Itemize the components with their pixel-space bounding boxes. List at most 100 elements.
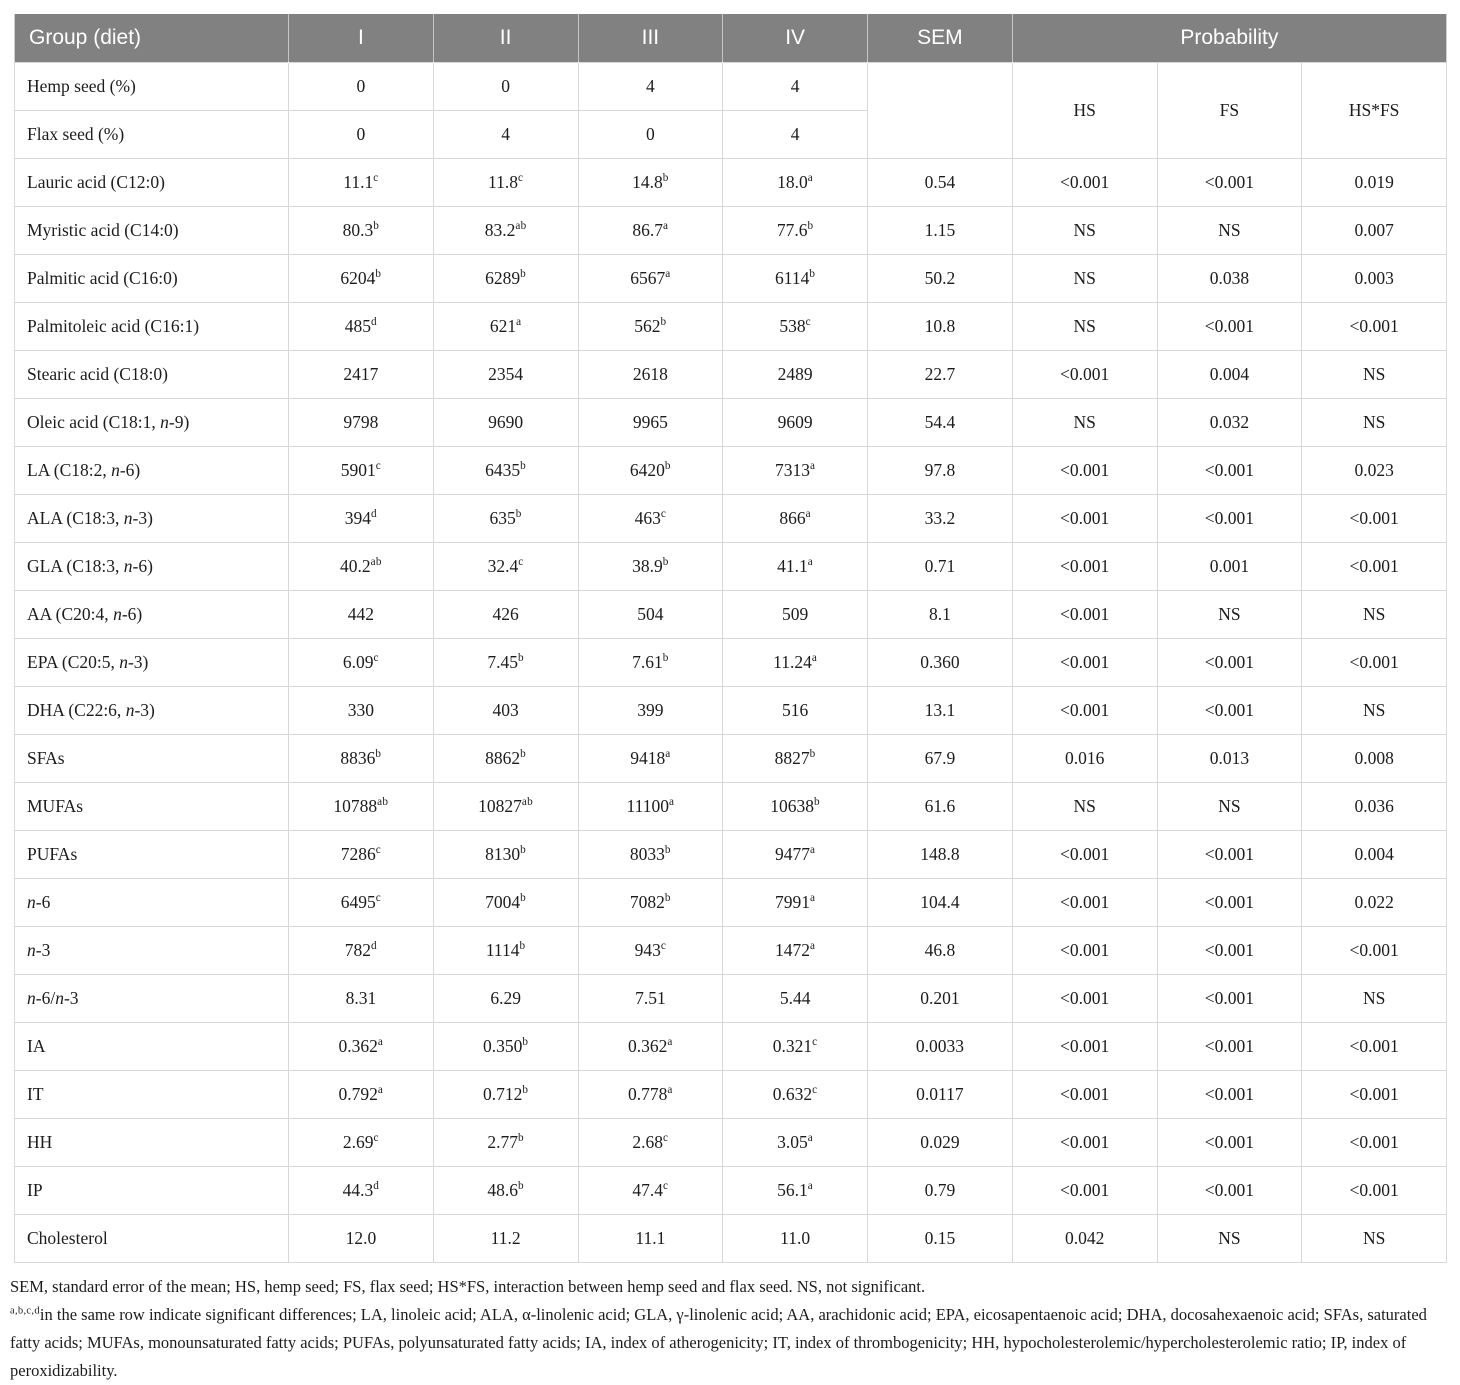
table-row: IT 0.792a 0.712b 0.778a 0.632c 0.0117 <0.001 <0… <box>14 1069 1447 1119</box>
cell-probability: <0.001 <box>1156 493 1303 543</box>
cell-value: 0.712b <box>432 1069 579 1119</box>
cell-value: 44.3d <box>288 1165 434 1215</box>
cell-value: 330 <box>288 685 434 735</box>
header-group-iv: IV <box>722 14 868 62</box>
cell-value: 11.1 <box>577 1213 724 1263</box>
table-row: MUFAs 10788ab 10827ab 11100a 10638b 61.6 NS NS 0… <box>14 781 1447 831</box>
cell-probability: NS <box>1301 397 1447 447</box>
cell-value: 7286c <box>288 829 434 879</box>
header-sem: SEM <box>867 14 1013 62</box>
cell-value: 0.350b <box>432 1021 579 1071</box>
row-label: ALA (C18:3, n-3) <box>14 493 289 543</box>
cell-value: 9690 <box>432 397 579 447</box>
cell-sem: 0.201 <box>867 973 1013 1023</box>
table-row: EPA (C20:5, n-3) 6.09c 7.45b 7.61b 11.24a 0.3… <box>14 637 1447 687</box>
table-row: ALA (C18:3, n-3) 394d 635b 463c 866a 33.2 <0.0… <box>14 493 1447 543</box>
cell-sem: 61.6 <box>867 781 1013 831</box>
cell-probability: <0.001 <box>1301 1021 1447 1071</box>
cell-sem: 50.2 <box>867 253 1013 303</box>
cell-value: 8836b <box>288 733 434 783</box>
cell-value: 9418a <box>577 733 724 783</box>
row-label: DHA (C22:6, n-3) <box>14 685 289 735</box>
cell-value: 7.61b <box>577 637 724 687</box>
table-row: Palmitoleic acid (C16:1) 485d 621a 562b 538c… <box>14 301 1447 351</box>
cell-probability: <0.001 <box>1011 973 1158 1023</box>
cell-sem: 0.71 <box>867 541 1013 591</box>
table-head: Group (diet) I II III IV SEM Probability <box>14 14 1447 62</box>
cell-value: 8.31 <box>288 973 434 1023</box>
cell-diet-value: 4 <box>432 109 579 159</box>
row-label: Myristic acid (C14:0) <box>14 205 289 255</box>
row-label: EPA (C20:5, n-3) <box>14 637 289 687</box>
cell-value: 442 <box>288 589 434 639</box>
cell-value: 80.3b <box>288 205 434 255</box>
cell-probability: <0.001 <box>1156 685 1303 735</box>
cell-value: 621a <box>432 301 579 351</box>
cell-probability: <0.001 <box>1011 829 1158 879</box>
cell-value: 2618 <box>577 349 724 399</box>
cell-value: 11.1c <box>288 157 434 207</box>
cell-probability: NS <box>1011 781 1158 831</box>
cell-value: 8130b <box>432 829 579 879</box>
table-row: n-6/n-3 8.31 6.29 7.51 5.44 0.201 <0.001 <0.001… <box>14 973 1447 1023</box>
subheader-fs: FS <box>1156 61 1303 159</box>
cell-value: 463c <box>577 493 724 543</box>
cell-probability: <0.001 <box>1156 1021 1303 1071</box>
row-label: IP <box>14 1165 289 1215</box>
cell-diet-value: 0 <box>288 109 434 159</box>
cell-probability: <0.001 <box>1011 1069 1158 1119</box>
cell-value: 7.51 <box>577 973 724 1023</box>
table-row: HH 2.69c 2.77b 2.68c 3.05a 0.029 <0.001 <0.001 <… <box>14 1117 1447 1167</box>
cell-value: 48.6b <box>432 1165 579 1215</box>
cell-sem: 33.2 <box>867 493 1013 543</box>
cell-probability: 0.016 <box>1011 733 1158 783</box>
cell-value: 9477a <box>722 829 868 879</box>
cell-probability: <0.001 <box>1301 925 1447 975</box>
table-body: Hemp seed (%) 0 0 4 4 HS FS HS*FS Flax seed (%) 0… <box>14 61 1447 1263</box>
cell-sem: 0.360 <box>867 637 1013 687</box>
table-row: PUFAs 7286c 8130b 8033b 9477a 148.8 <0.001 <0.0… <box>14 829 1447 879</box>
cell-value: 538c <box>722 301 868 351</box>
cell-value: 5.44 <box>722 973 868 1023</box>
cell-value: 6420b <box>577 445 724 495</box>
cell-value: 562b <box>577 301 724 351</box>
footnote-significance-text: in the same row indicate significant dif… <box>10 1304 1427 1380</box>
cell-probability: <0.001 <box>1011 493 1158 543</box>
cell-diet-value: 4 <box>722 109 868 159</box>
cell-sem: 22.7 <box>867 349 1013 399</box>
cell-value: 5901c <box>288 445 434 495</box>
cell-probability: NS <box>1011 301 1158 351</box>
cell-value: 7313a <box>722 445 868 495</box>
subheader-hs: HS <box>1011 61 1158 159</box>
cell-diet-value: 0 <box>288 61 434 111</box>
cell-probability: <0.001 <box>1011 637 1158 687</box>
cell-diet-value: 0 <box>432 61 579 111</box>
cell-probability: 0.008 <box>1301 733 1447 783</box>
cell-probability: NS <box>1156 589 1303 639</box>
cell-probability: NS <box>1156 1213 1303 1263</box>
cell-value: 2.68c <box>577 1117 724 1167</box>
cell-value: 504 <box>577 589 724 639</box>
cell-value: 426 <box>432 589 579 639</box>
cell-value: 6204b <box>288 253 434 303</box>
cell-probability: NS <box>1301 1213 1447 1263</box>
cell-probability: NS <box>1301 589 1447 639</box>
row-label: n-6/n-3 <box>14 973 289 1023</box>
cell-value: 12.0 <box>288 1213 434 1263</box>
row-label: Oleic acid (C18:1, n-9) <box>14 397 289 447</box>
cell-value: 2417 <box>288 349 434 399</box>
row-label: Palmitic acid (C16:0) <box>14 253 289 303</box>
cell-probability: <0.001 <box>1156 157 1303 207</box>
subheader-hsxfs: HS*FS <box>1301 61 1447 159</box>
table-row: Palmitic acid (C16:0) 6204b 6289b 6567a 6114… <box>14 253 1447 303</box>
row-label: Hemp seed (%) <box>14 61 289 111</box>
cell-probability: 0.036 <box>1301 781 1447 831</box>
table-row: Stearic acid (C18:0) 2417 2354 2618 2489 22.7… <box>14 349 1447 399</box>
cell-probability: <0.001 <box>1156 445 1303 495</box>
cell-sem: 0.0033 <box>867 1021 1013 1071</box>
cell-probability: <0.001 <box>1156 925 1303 975</box>
table-row: GLA (C18:3, n-6) 40.2ab 32.4c 38.9b 41.1a 0.7… <box>14 541 1447 591</box>
cell-value: 6114b <box>722 253 868 303</box>
cell-value: 41.1a <box>722 541 868 591</box>
